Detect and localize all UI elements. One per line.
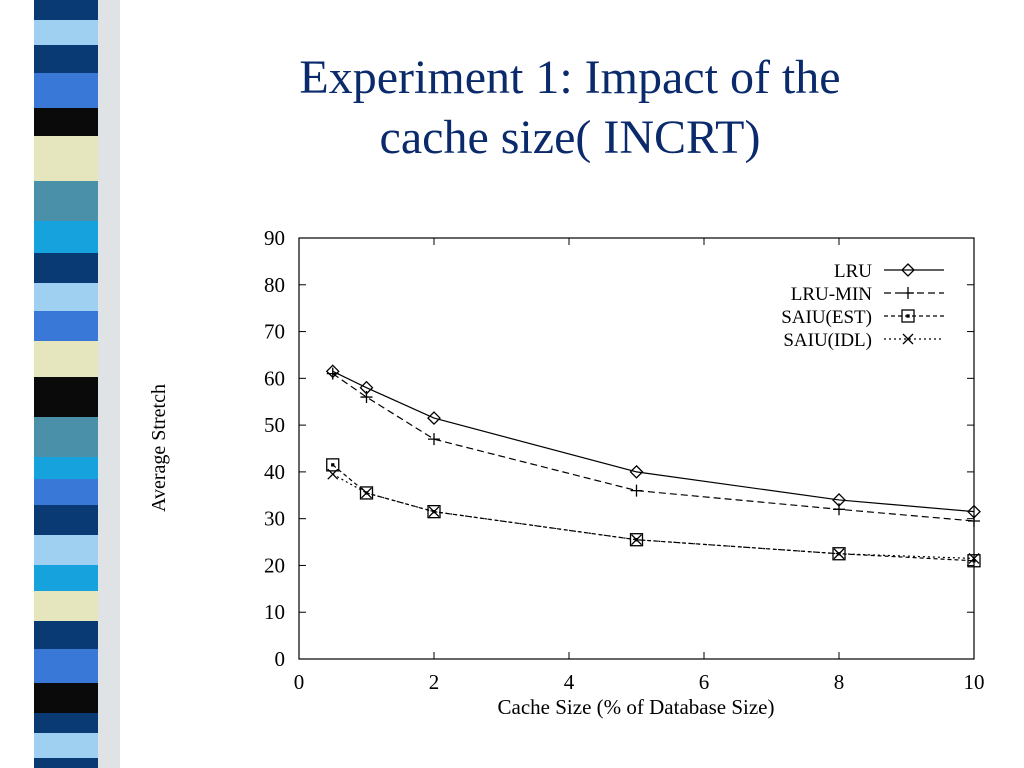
- data-point: [327, 468, 339, 480]
- legend-label: SAIU(IDL): [783, 330, 872, 351]
- y-tick-label: 20: [264, 553, 285, 577]
- y-tick-label: 0: [275, 647, 286, 671]
- y-axis: 0 10 20 30 40 50 60 70 80 90: [264, 226, 974, 671]
- x-tick-label: 2: [429, 670, 440, 694]
- stripe-block: [34, 45, 98, 73]
- slide-title: Experiment 1: Impact of the cache size( …: [160, 48, 980, 168]
- stripe-block: [34, 283, 98, 311]
- stripe-block: [34, 733, 98, 758]
- data-point: [359, 486, 374, 500]
- data-point: [968, 515, 980, 528]
- stripe-block: [34, 253, 98, 283]
- stripe-block: [34, 136, 98, 181]
- series-line: [332, 370, 975, 513]
- series-lru-min: [326, 367, 980, 528]
- data-point: [360, 391, 373, 404]
- data-point: [361, 487, 372, 499]
- y-axis-label: Average Stretch: [148, 384, 170, 512]
- y-tick-label: 60: [264, 366, 285, 390]
- y-tick-label: 40: [264, 460, 285, 484]
- stripe-block: [34, 0, 98, 20]
- data-point: [629, 533, 644, 547]
- series-layer: [325, 364, 981, 568]
- data-point: [427, 411, 441, 426]
- stripe-block: [34, 20, 98, 45]
- slide-title-line-2: cache size( INCRT): [379, 111, 761, 164]
- decorative-stripe: [34, 0, 120, 768]
- y-tick-label: 10: [264, 600, 285, 624]
- legend-label: SAIU(EST): [781, 307, 872, 328]
- series-line: [332, 473, 975, 560]
- stripe-block: [34, 758, 98, 768]
- data-point: [326, 458, 340, 472]
- stripe-block: [34, 457, 98, 479]
- y-tick-label: 50: [264, 413, 285, 437]
- x-tick-label: 4: [564, 670, 575, 694]
- series-saiu-idl-: [327, 468, 980, 564]
- data-point: [833, 548, 845, 560]
- stripe-block: [34, 683, 98, 713]
- data-point: [427, 504, 441, 519]
- stripe-shadow: [98, 0, 120, 768]
- stripe-block: [34, 713, 98, 733]
- data-point: [629, 464, 644, 479]
- y-tick-label: 90: [264, 226, 285, 250]
- data-point: [331, 463, 335, 467]
- stripe-block: [34, 73, 98, 108]
- legend-marker: [906, 314, 910, 318]
- stripe-block: [34, 591, 98, 621]
- legend-label: LRU-MIN: [791, 284, 873, 305]
- legend-label: LRU: [834, 261, 872, 282]
- x-axis: 0 2 4 6 8 10: [294, 238, 985, 694]
- stripe-block: [34, 565, 98, 591]
- data-point: [428, 506, 440, 518]
- series-line: [332, 373, 975, 522]
- x-tick-label: 10: [964, 670, 985, 694]
- data-point: [968, 552, 980, 564]
- data-point: [630, 484, 643, 497]
- stripe-block: [34, 417, 98, 457]
- stripe-block: [34, 311, 98, 341]
- stripe-block: [34, 479, 98, 505]
- series-lru: [325, 364, 981, 519]
- data-point: [833, 503, 845, 516]
- legend-marker: [901, 263, 915, 277]
- series-saiu-est-: [326, 458, 981, 568]
- y-tick-label: 80: [264, 273, 285, 297]
- data-point: [967, 554, 981, 568]
- stripe-block: [34, 221, 98, 253]
- y-tick-label: 70: [264, 320, 285, 344]
- plot-frame: [298, 237, 975, 660]
- data-point: [631, 534, 642, 546]
- series-line: [332, 464, 975, 562]
- data-point: [326, 367, 339, 380]
- stripe-block: [34, 535, 98, 565]
- data-point: [972, 559, 976, 563]
- stripe-block: [34, 377, 98, 417]
- slide-title-line-1: Experiment 1: Impact of the: [299, 51, 841, 104]
- legend-marker: [902, 333, 914, 345]
- y-tick-label: 30: [264, 507, 285, 531]
- legend-marker: [902, 287, 914, 299]
- stripe-block: [34, 505, 98, 535]
- x-tick-label: 0: [294, 670, 305, 694]
- x-axis-label: Cache Size (% of Database Size): [498, 695, 775, 719]
- x-tick-label: 6: [699, 670, 710, 694]
- legend-marker: [901, 309, 915, 323]
- x-tick-label: 8: [834, 670, 845, 694]
- stripe-block: [34, 181, 98, 221]
- stripe-block: [34, 108, 98, 136]
- stripe-block: [34, 649, 98, 683]
- data-point: [428, 433, 440, 446]
- stripe-block: [34, 341, 98, 377]
- stripe-block: [34, 621, 98, 649]
